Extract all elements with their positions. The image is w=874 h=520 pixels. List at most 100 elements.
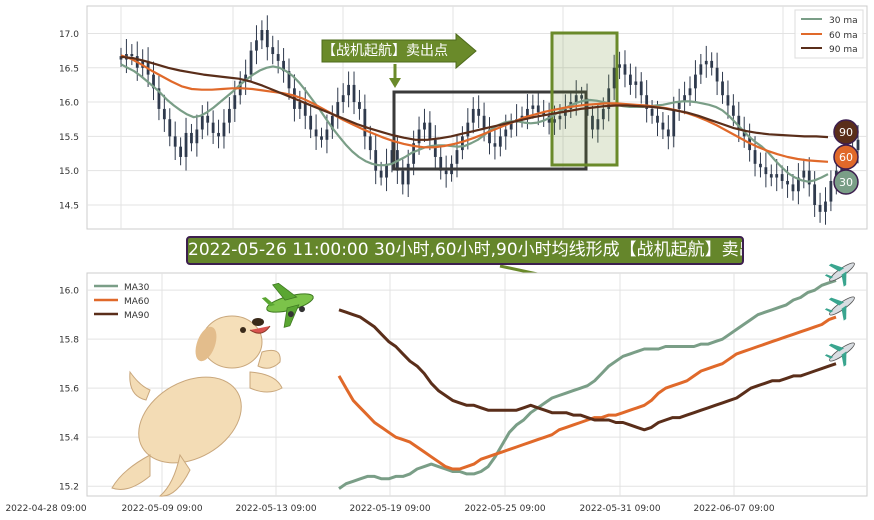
candle-body [195, 129, 199, 144]
bottom-y-tick-label: 15.8 [59, 336, 79, 346]
candle-body [666, 129, 670, 137]
top-plot-frame [86, 5, 868, 230]
plane-icon [824, 296, 855, 321]
candle-body [824, 201, 827, 212]
candle-body [466, 122, 470, 137]
candle-body [547, 115, 551, 123]
candle-body [265, 30, 269, 48]
candle-body [818, 204, 822, 212]
candle-body [699, 64, 703, 75]
candle-body [542, 112, 546, 116]
candle-body [206, 115, 210, 123]
candle-body [591, 115, 594, 130]
badge-30 [833, 169, 859, 195]
candle-body [244, 74, 248, 82]
candle-body [628, 74, 632, 85]
candle-body [303, 102, 307, 116]
candle-body [493, 143, 497, 147]
top-y-tick-label: 16.5 [59, 64, 79, 74]
candle-body [737, 115, 741, 130]
candle-body [531, 105, 535, 109]
candle-body [786, 180, 789, 185]
candle-body [775, 174, 779, 178]
candle-body [574, 95, 578, 103]
plane-icon [261, 282, 314, 328]
top-y-tick-label: 15.0 [59, 167, 79, 177]
candle-body [580, 95, 584, 99]
candle-body [553, 119, 556, 123]
top-y-axis: 14.5 15.0 15.5 16.0 16.5 17.0 [59, 30, 79, 212]
candle-body [385, 163, 388, 178]
candle-body [363, 108, 367, 137]
bottom-ma-panel: 15.215.415.615.816.0 2022-04-28 09:00 202… [5, 262, 868, 514]
candle-body [217, 132, 220, 137]
candle-body [488, 129, 491, 144]
candle-body [726, 95, 730, 106]
candle-body [461, 136, 464, 151]
candle-body [688, 88, 692, 96]
top-line-60-ma [120, 54, 829, 163]
candle-body [314, 129, 318, 137]
candle-body [759, 163, 762, 168]
candle-body [222, 122, 226, 137]
candle-body [417, 129, 421, 144]
candle-body [190, 132, 193, 144]
candle-body [352, 84, 356, 103]
candle-body [358, 102, 361, 109]
candle-body [694, 74, 697, 89]
top-y-tick-label: 17.0 [59, 30, 79, 40]
top-moving-average-lines [120, 54, 829, 183]
top-y-tick-label: 15.5 [59, 133, 79, 143]
candle-body [791, 184, 795, 192]
badge-30-label: 30 [839, 176, 853, 189]
bottom-line-MA30 [338, 278, 837, 490]
plane-icon [824, 342, 855, 367]
candle-body [211, 122, 215, 133]
badge-90-label: 90 [839, 126, 853, 139]
bottom-y-tick-label: 16.0 [59, 287, 79, 297]
candle-body [233, 95, 237, 109]
candle-body [249, 50, 253, 75]
bottom-x-tick-label: 2022-04-28 09:00 [5, 504, 86, 514]
top-y-tick-label: 16.0 [59, 99, 79, 109]
candle-body [390, 150, 394, 164]
bottom-x-axis: 2022-04-28 09:00 2022-05-09 09:00 2022-05-… [5, 504, 774, 514]
top-y-tick-label: 14.5 [59, 201, 79, 211]
candle-body [807, 170, 811, 185]
candle-body [379, 170, 383, 178]
sell-point-box [550, 31, 619, 167]
candle-body [330, 115, 334, 130]
sell-arrow-label: 【战机起航】卖出点 [322, 43, 448, 59]
candle-body [498, 136, 502, 147]
candle-body [721, 81, 724, 96]
candle-body [639, 81, 643, 96]
candle-body [168, 119, 172, 137]
candle-body [656, 115, 659, 123]
candle-body [152, 74, 155, 89]
bottom-line-MA60 [337, 315, 837, 471]
candle-body [433, 139, 437, 157]
bottom-legend: MA30 MA60 MA90 [94, 283, 150, 321]
badge-90 [833, 119, 859, 145]
candle-body [130, 54, 134, 57]
bottom-y-axis: 15.2 15.4 15.6 15.8 16.0 [59, 287, 79, 493]
badge-60-label: 60 [839, 151, 853, 164]
top-legend: 30 ma 60 ma 90 ma [794, 9, 864, 59]
candle-body [184, 132, 188, 157]
legend-label-ma90: MA90 [124, 311, 150, 321]
bottom-gridlines [87, 273, 867, 496]
bottom-x-tick-label: 2022-05-09 09:00 [121, 504, 202, 514]
candle-body [764, 167, 768, 175]
candle-body [227, 108, 231, 123]
top-line-90-ma [120, 55, 829, 141]
candle-body [374, 150, 378, 171]
bottom-x-tick-label: 2022-05-13 09:00 [235, 504, 316, 514]
candle-body [406, 163, 410, 185]
bottom-y-tick-label: 15.6 [59, 385, 79, 395]
candle-body [309, 115, 313, 130]
candle-body [444, 170, 448, 175]
candle-body [558, 115, 562, 120]
candle-body [634, 81, 638, 85]
candle-body [596, 119, 600, 130]
candle-body [704, 60, 708, 65]
